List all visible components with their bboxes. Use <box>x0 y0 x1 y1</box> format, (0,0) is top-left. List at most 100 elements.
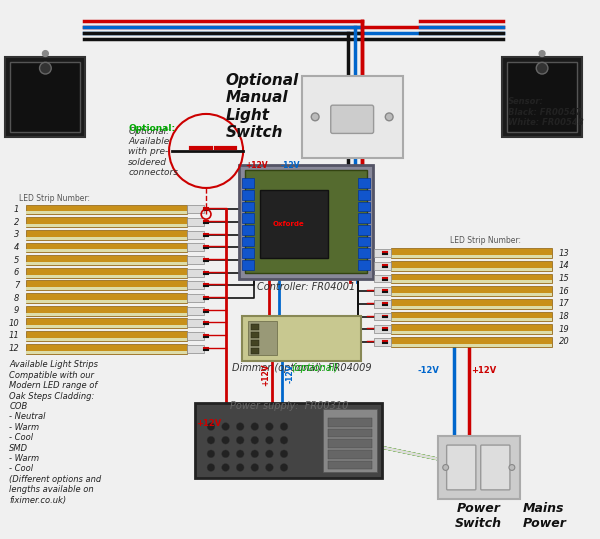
Bar <box>187 281 204 289</box>
Circle shape <box>236 436 244 444</box>
Text: LED Strip Number:: LED Strip Number: <box>19 194 90 203</box>
Bar <box>187 269 204 277</box>
Bar <box>26 262 187 265</box>
Text: 9: 9 <box>14 306 19 315</box>
Bar <box>260 190 328 258</box>
Bar <box>187 345 204 353</box>
Text: Dimmer (optional): FR04009: Dimmer (optional): FR04009 <box>232 363 371 374</box>
Bar <box>358 213 370 223</box>
Bar <box>26 217 187 227</box>
Bar <box>26 224 187 227</box>
Circle shape <box>43 51 49 57</box>
Bar <box>391 312 552 321</box>
Circle shape <box>385 113 393 121</box>
Bar <box>328 429 371 437</box>
Bar <box>26 344 187 354</box>
Circle shape <box>236 450 244 458</box>
Text: 8: 8 <box>14 294 19 302</box>
Bar <box>358 237 370 246</box>
Text: 10: 10 <box>8 319 19 328</box>
Text: 12: 12 <box>8 344 19 353</box>
Bar <box>374 325 391 333</box>
Circle shape <box>265 464 273 472</box>
Circle shape <box>221 450 229 458</box>
Text: -12V: -12V <box>418 365 440 375</box>
FancyBboxPatch shape <box>242 315 361 361</box>
Text: 11: 11 <box>8 331 19 341</box>
Circle shape <box>207 450 215 458</box>
Bar <box>26 250 187 252</box>
Text: +12V: +12V <box>196 419 221 428</box>
Bar <box>26 287 187 290</box>
Bar <box>187 256 204 264</box>
Circle shape <box>207 423 215 431</box>
Bar <box>358 202 370 211</box>
Text: 15: 15 <box>559 274 569 283</box>
Bar <box>242 202 254 211</box>
Text: 13: 13 <box>559 248 569 258</box>
Circle shape <box>251 436 259 444</box>
Text: 3: 3 <box>14 230 19 239</box>
Text: Optional:: Optional: <box>128 123 175 133</box>
Circle shape <box>311 113 319 121</box>
Circle shape <box>536 63 548 74</box>
Bar <box>374 250 391 257</box>
Text: 1: 1 <box>14 205 19 214</box>
Circle shape <box>280 423 288 431</box>
Text: 20: 20 <box>559 337 569 347</box>
Bar <box>391 324 552 334</box>
Circle shape <box>207 436 215 444</box>
Text: Power
Switch: Power Switch <box>455 502 502 529</box>
Text: 19: 19 <box>559 324 569 334</box>
Text: 7: 7 <box>14 281 19 290</box>
Bar <box>26 313 187 315</box>
Bar <box>374 262 391 270</box>
Bar <box>26 268 187 278</box>
FancyBboxPatch shape <box>196 403 382 478</box>
FancyBboxPatch shape <box>446 445 476 490</box>
Text: Available Light Strips
Compatible with our
Modern LED range of
Oak Steps Claddin: Available Light Strips Compatible with o… <box>10 361 101 505</box>
Circle shape <box>443 465 449 471</box>
Bar <box>187 332 204 340</box>
Text: +12V: +12V <box>471 365 496 375</box>
Bar <box>374 300 391 308</box>
FancyBboxPatch shape <box>10 63 80 133</box>
Text: 16: 16 <box>559 287 569 296</box>
Bar <box>391 299 552 309</box>
Circle shape <box>280 464 288 472</box>
Text: 4: 4 <box>14 243 19 252</box>
Bar <box>26 211 187 215</box>
Text: 2: 2 <box>14 218 19 226</box>
Bar <box>187 294 204 302</box>
FancyBboxPatch shape <box>502 58 582 137</box>
Circle shape <box>221 436 229 444</box>
Circle shape <box>280 436 288 444</box>
Text: Controller: FR04001: Controller: FR04001 <box>257 282 355 293</box>
Bar <box>391 286 552 296</box>
Circle shape <box>236 464 244 472</box>
Bar <box>391 261 552 271</box>
Bar <box>374 275 391 282</box>
Bar <box>242 237 254 246</box>
Bar <box>242 178 254 188</box>
Bar <box>328 418 371 426</box>
Circle shape <box>265 423 273 431</box>
Bar <box>328 450 371 459</box>
Circle shape <box>280 450 288 458</box>
Circle shape <box>265 436 273 444</box>
Bar <box>328 439 371 448</box>
Text: Optional
Manual
Light
Switch: Optional Manual Light Switch <box>226 73 299 140</box>
Bar <box>242 190 254 199</box>
Bar <box>245 170 367 273</box>
Bar <box>26 325 187 328</box>
Bar <box>187 231 204 239</box>
Circle shape <box>251 450 259 458</box>
Bar <box>26 331 187 341</box>
Circle shape <box>539 51 545 57</box>
Text: Sensor:
Black: FR00547
White: FR00548: Sensor: Black: FR00547 White: FR00548 <box>508 98 584 127</box>
Bar <box>391 344 552 347</box>
Bar <box>242 213 254 223</box>
Bar <box>391 319 552 321</box>
Bar <box>26 204 187 215</box>
Bar <box>242 248 254 258</box>
